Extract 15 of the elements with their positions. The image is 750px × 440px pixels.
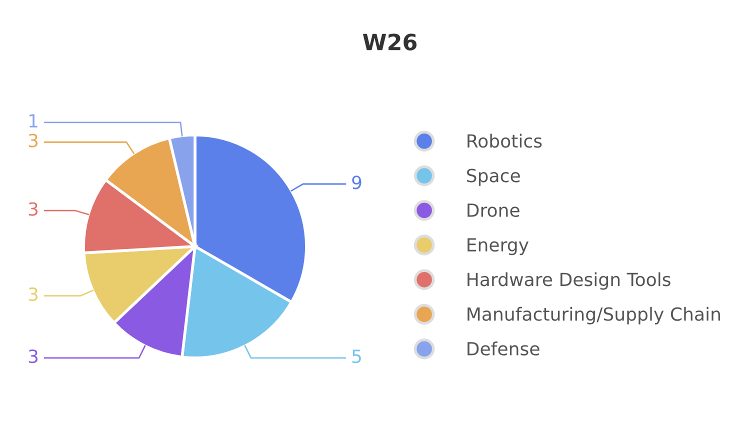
data-label: 1 [29, 114, 38, 128]
data-label: 9 [352, 176, 362, 190]
data-label: 3 [28, 350, 38, 364]
legend-label: Space [467, 168, 520, 186]
chart-title: W26 [362, 34, 417, 50]
data-label: 3 [28, 287, 38, 302]
legend-label: Robotics [468, 134, 542, 148]
legend-label: Energy [468, 238, 529, 256]
legend-label: Defense [468, 342, 540, 356]
legend-label: Hardware Design Tools [468, 272, 670, 290]
legend-label: Drone [468, 204, 520, 218]
legend-label: Manufacturing/Supply Chain [468, 306, 720, 324]
data-label: 3 [28, 134, 38, 148]
data-label: 5 [352, 350, 361, 364]
data-label: 3 [28, 202, 38, 216]
